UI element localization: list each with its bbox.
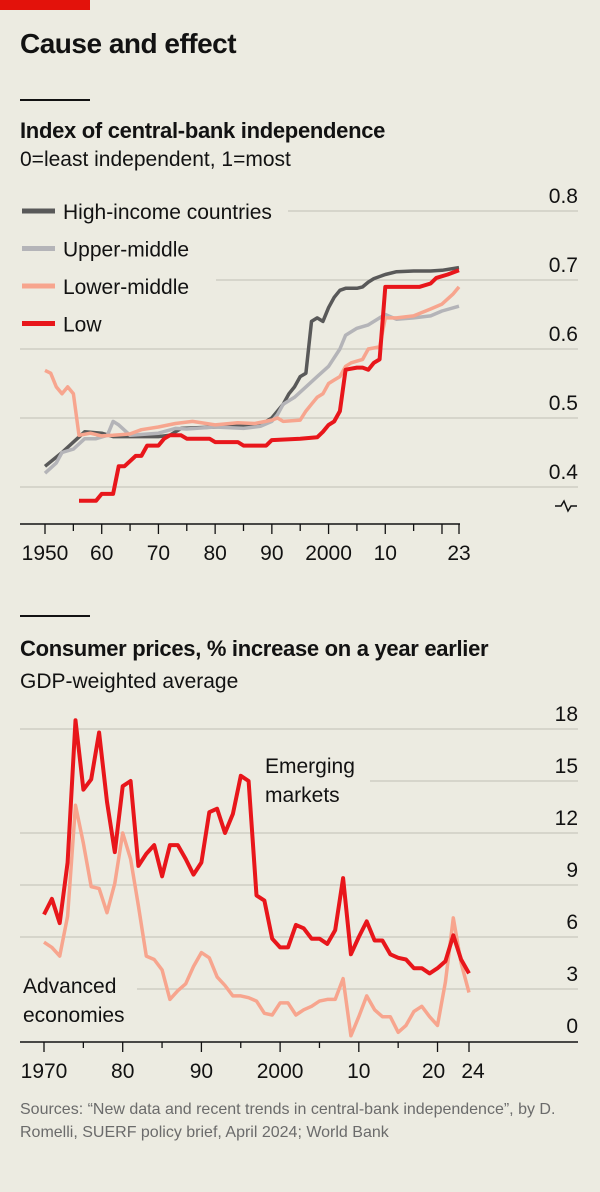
axis-break-icon	[555, 499, 577, 513]
series-label-emerging: markets	[265, 784, 340, 807]
x-tick-label: 60	[90, 542, 113, 565]
chart-cbi: 0.8 0.7 0.6 0.5 0.4 1950 60 70 80 90 2000 10 23 High-…	[20, 185, 579, 565]
x-tick-label: 80	[203, 542, 226, 565]
x-tick-label: 10	[374, 542, 397, 565]
x-tick-label: 2000	[257, 1060, 304, 1083]
x-tick-label: 24	[461, 1060, 485, 1083]
x-tick-label: 1950	[22, 542, 69, 565]
y-tick-label: 15	[555, 755, 578, 778]
y-tick-label: 18	[555, 703, 578, 726]
series-label-advanced: Advanced	[23, 975, 116, 998]
legend-label: Lower-middle	[63, 276, 189, 299]
y-tick-label: 12	[555, 807, 578, 830]
y-tick-label: 6	[566, 911, 578, 934]
x-tick-label: 2000	[305, 542, 352, 565]
chart1-subtitle: 0=least independent, 1=most	[20, 148, 291, 171]
source-note: Sources: “New data and recent trends in …	[20, 1101, 556, 1141]
chart1-rule	[20, 99, 90, 101]
x-tick-label: 23	[447, 542, 470, 565]
x-tick-label: 10	[347, 1060, 370, 1083]
page-title: Cause and effect	[20, 28, 237, 59]
y-tick-label: 9	[566, 859, 578, 882]
series-line-low	[79, 268, 460, 503]
series-label-emerging: Emerging	[265, 755, 355, 778]
x-tick-label: 70	[147, 542, 170, 565]
y-tick-label: 0.8	[549, 185, 578, 208]
brand-bar	[0, 0, 90, 10]
y-tick-label: 0.5	[549, 392, 578, 415]
y-tick-label: 0.7	[549, 254, 578, 277]
x-tick-label: 20	[422, 1060, 445, 1083]
x-tick-label: 90	[190, 1060, 213, 1083]
y-tick-label: 0.4	[549, 461, 579, 484]
y-tick-label: 0	[566, 1015, 578, 1038]
chart2-title: Consumer prices, % increase on a year ea…	[20, 636, 489, 661]
y-tick-label: 0.6	[549, 323, 578, 346]
legend-label: Upper-middle	[63, 239, 189, 262]
series-line-emerging-markets	[42, 718, 471, 976]
chart2-subtitle: GDP-weighted average	[20, 670, 239, 693]
y-tick-label: 3	[566, 963, 578, 986]
series-label-advanced: economies	[23, 1004, 125, 1027]
legend-label: High-income countries	[63, 201, 272, 224]
legend-label: Low	[63, 314, 102, 337]
x-tick-label: 80	[111, 1060, 134, 1083]
chart2-rule	[20, 615, 90, 617]
x-tick-label: 1970	[21, 1060, 68, 1083]
x-tick-label: 90	[260, 542, 283, 565]
chart1-title: Index of central-bank independence	[20, 118, 386, 143]
series-line-advanced-economies	[43, 803, 471, 1038]
